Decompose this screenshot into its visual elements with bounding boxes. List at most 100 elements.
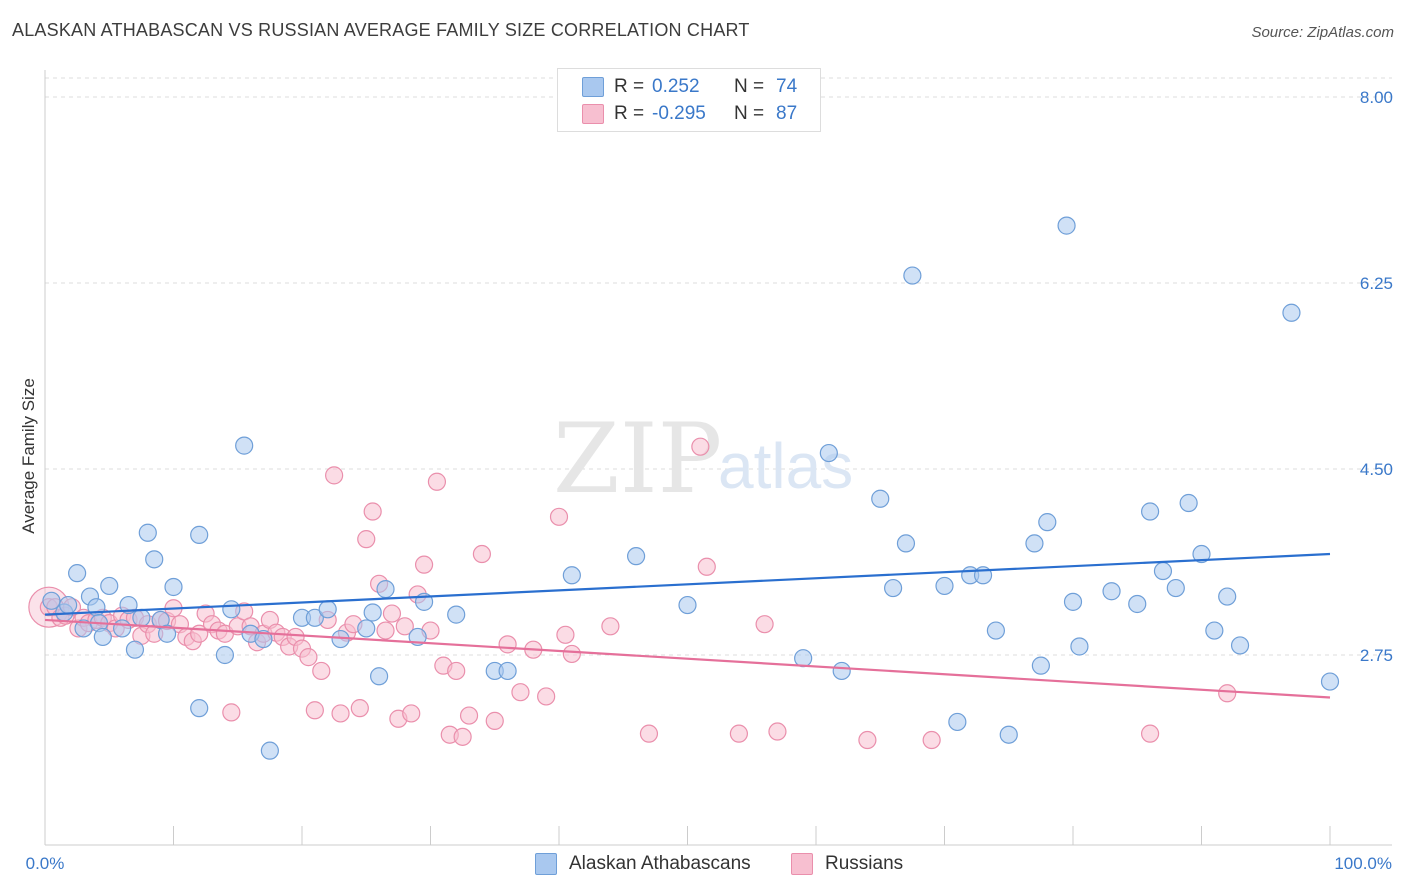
athabascans-point — [42, 591, 61, 610]
russians-point — [350, 699, 369, 718]
russians-point — [601, 617, 620, 636]
athabascans-point — [68, 564, 87, 583]
y-tick-label: 2.75 — [1360, 646, 1393, 665]
athabascans-point — [1063, 592, 1083, 611]
russians-point — [414, 555, 434, 574]
grid-lines — [45, 77, 1392, 656]
athabascans-point — [1031, 656, 1050, 675]
athabascans-point — [935, 576, 954, 596]
watermark: ZIP atlas — [553, 403, 853, 515]
athabascans-point — [1070, 637, 1089, 656]
russians-point — [395, 617, 414, 636]
russians-point — [858, 730, 877, 750]
legend-n-value: 87 — [776, 103, 798, 124]
athabascans-point — [100, 576, 119, 596]
athabascans-point — [819, 443, 838, 463]
russians-point — [447, 661, 466, 681]
athabascans-point — [498, 661, 517, 681]
athabascans-point — [93, 627, 112, 647]
legend-r-label: R = — [614, 103, 645, 124]
russians-point — [402, 704, 421, 723]
athabascans-point — [883, 578, 903, 598]
athabascans-point — [678, 595, 697, 615]
russians-point — [427, 472, 447, 491]
russians-point — [498, 635, 517, 654]
russians-point — [376, 621, 395, 640]
athabascans-point — [447, 605, 466, 624]
legend-swatch-pink — [582, 104, 604, 124]
athabascans-point — [363, 603, 382, 622]
bottom-legend-label: Alaskan Athabascans — [569, 853, 751, 874]
y-axis-label: Average Family Size — [19, 378, 38, 534]
legend-r-value: 0.252 — [652, 76, 700, 97]
russians-point — [755, 615, 774, 634]
russians-point — [485, 711, 504, 730]
legend-row-russians: R = -0.295 N = 87 — [582, 102, 797, 126]
athabascans-point — [626, 547, 646, 566]
athabascans-point — [157, 624, 177, 643]
athabascans-point — [145, 550, 164, 569]
athabascans-point — [903, 266, 922, 285]
russians-point — [1140, 724, 1160, 743]
chart-title: ALASKAN ATHABASCAN VS RUSSIAN AVERAGE FA… — [12, 20, 750, 40]
athabascans-point — [1230, 636, 1250, 655]
russians-point — [511, 683, 530, 702]
athabascans-point — [215, 645, 234, 665]
athabascans-point — [59, 595, 78, 615]
athabascans-point — [260, 741, 279, 760]
athabascans-point — [1153, 561, 1173, 581]
athabascans-point — [1320, 672, 1340, 691]
legend-swatch-blue — [582, 77, 604, 97]
y-tick-labels: 2.75 4.50 6.25 8.00 — [1360, 88, 1393, 665]
y-tick-label: 6.25 — [1360, 274, 1393, 293]
russians-point — [556, 625, 575, 644]
athabascans-point — [318, 600, 337, 619]
athabascans-point — [138, 523, 157, 542]
russians-point — [382, 604, 402, 623]
russians-point — [305, 701, 324, 720]
athabascans-point — [1025, 534, 1044, 553]
source-label: Source: ZipAtlas.com — [1251, 24, 1394, 41]
athabascans-point — [190, 525, 209, 544]
athabascans-point — [896, 534, 916, 553]
bottom-legend-swatch-blue — [535, 853, 557, 875]
russians-point — [537, 687, 556, 706]
athabascans-point — [871, 489, 890, 508]
russians-point — [691, 437, 710, 456]
russians-point — [459, 706, 479, 725]
legend-r-label: R = — [614, 76, 645, 97]
athabascans-point — [1218, 587, 1237, 606]
athabascans-points — [42, 216, 1340, 760]
legend-r-value: -0.295 — [652, 103, 706, 124]
watermark-zip: ZIP — [553, 403, 722, 515]
russians-point — [331, 704, 350, 723]
russians-point — [222, 703, 241, 722]
athabascans-point — [999, 725, 1018, 744]
russians-point — [1218, 684, 1237, 703]
russians-point — [549, 507, 569, 526]
russians-point — [922, 730, 941, 750]
athabascans-point — [1102, 582, 1121, 601]
athabascans-point — [370, 667, 389, 686]
athabascans-point — [832, 661, 851, 681]
russians-point — [639, 724, 659, 743]
russians-point — [768, 722, 787, 741]
athabascans-point — [948, 712, 967, 732]
athabascans-point — [305, 608, 324, 627]
athabascans-point — [1282, 303, 1301, 322]
bottom-legend-label: Russians — [825, 853, 904, 874]
russians-point — [325, 466, 344, 485]
russians-point — [363, 502, 382, 521]
legend-row-athabascans: R = 0.252 N = 74 — [582, 75, 797, 99]
legend-n-value: 74 — [776, 76, 798, 97]
y-tick-label: 8.00 — [1360, 88, 1393, 107]
russians-point — [453, 727, 472, 746]
bottom-legend-russians: Russians — [791, 852, 903, 876]
athabascans-point — [222, 600, 241, 619]
athabascans-point — [1179, 493, 1198, 513]
athabascans-point — [1166, 578, 1185, 598]
athabascans-point — [794, 649, 813, 668]
x-tick-label: 0.0% — [26, 854, 65, 873]
athabascans-point — [1205, 621, 1224, 640]
